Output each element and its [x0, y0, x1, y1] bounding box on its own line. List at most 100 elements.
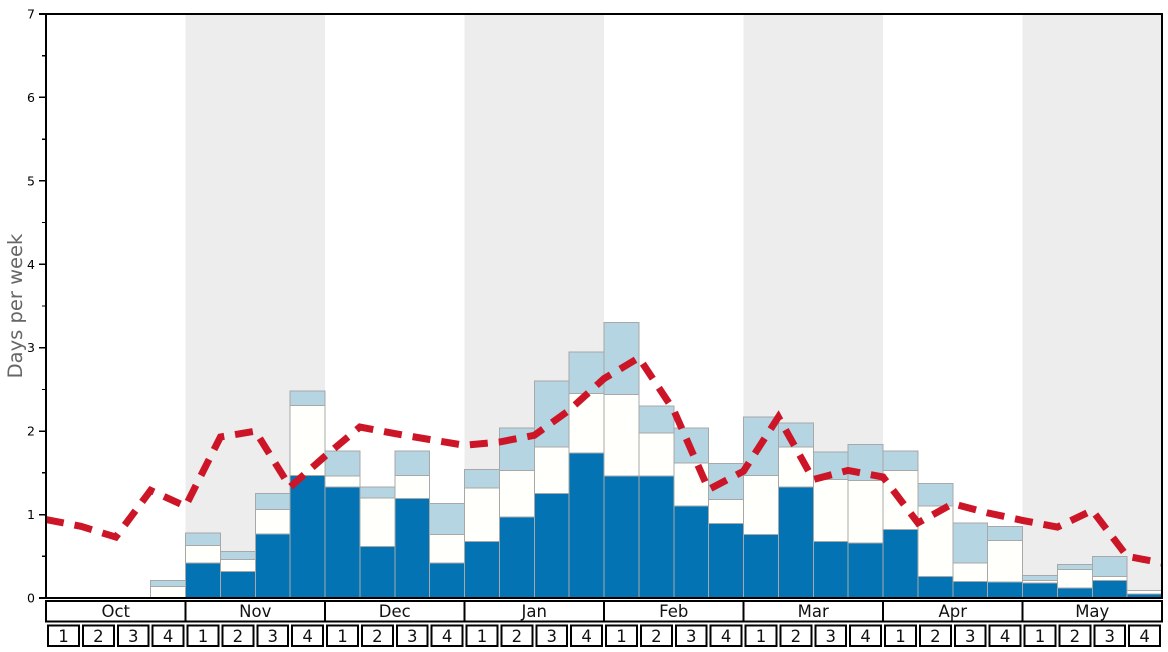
bar-segment-white-days [533, 446, 570, 495]
bar-segment-dark-blue-days [673, 505, 710, 599]
bar-segment-dark-blue-days [568, 452, 605, 599]
bar-segment-dark-blue-days [464, 540, 500, 599]
week-cell [395, 624, 429, 647]
week-number-label: 1 [337, 627, 348, 646]
bar-segment-dark-blue-days [952, 580, 989, 599]
week-cell [849, 624, 882, 647]
average-line [45, 352, 1163, 567]
bar-segment-white-days [812, 479, 849, 542]
y-tick-label: 5 [27, 173, 35, 188]
bar-segment-dark-blue-days [917, 575, 954, 599]
bar-segment-light-blue-days [1022, 574, 1058, 581]
bar-segment-dark-blue-days [987, 581, 1023, 599]
y-tick-label: 3 [27, 340, 35, 355]
bar-segment-light-blue-days [150, 579, 186, 587]
bar-segment-light-blue-days [289, 390, 326, 406]
week-number-label: 2 [93, 627, 104, 646]
bar-segment-white-days [394, 474, 431, 500]
bar-segment-dark-blue-days [743, 534, 779, 599]
bar-segment-dark-blue-days [533, 493, 570, 599]
y-tick-label: 0 [27, 591, 35, 606]
week-number-label: 2 [651, 627, 662, 646]
week-number-label: 4 [860, 627, 871, 646]
bar-segment-light-blue-days [219, 550, 256, 561]
week-number-label: 4 [581, 627, 592, 646]
week-cell [116, 624, 150, 647]
bar-segment-light-blue-days [464, 469, 500, 489]
bar-segment-dark-blue-days [777, 486, 814, 599]
month-label-row: Oct Nov Dec Jan Feb Mar Apr May [45, 600, 1163, 623]
bar-segment-white-days [150, 585, 186, 599]
bar-segment-dark-blue-days [254, 533, 291, 599]
month-label: Oct [101, 602, 130, 621]
week-number-label: 3 [825, 627, 836, 646]
bar-segment-white-days [743, 474, 779, 536]
bar-segment-white-days [1056, 569, 1093, 589]
week-cell [81, 624, 115, 647]
week-cell [918, 624, 952, 647]
week-cell [151, 624, 185, 647]
bar-segment-white-days [1091, 575, 1128, 581]
week-cell [605, 624, 638, 647]
week-cell [360, 624, 394, 647]
bar-segment-dark-blue-days [812, 540, 849, 599]
week-cell [47, 624, 80, 647]
bar-segment-white-days [952, 562, 989, 582]
bar-segment-light-blue-days [1056, 564, 1093, 571]
bar-segment-dark-blue-days [289, 474, 326, 599]
week-number-label: 3 [965, 627, 976, 646]
week-cell [291, 624, 324, 647]
week-number-label: 3 [1104, 627, 1115, 646]
week-number-label: 2 [791, 627, 802, 646]
bar-segment-white-days [464, 487, 500, 542]
y-tick-label: 2 [27, 424, 35, 439]
month-label: Feb [659, 602, 688, 621]
bar-segment-dark-blue-days [394, 498, 431, 599]
week-cell [221, 624, 255, 647]
bar-segment-light-blue-days [185, 532, 221, 546]
week-cell [744, 624, 778, 647]
week-cell [988, 624, 1022, 647]
week-number-label: 3 [546, 627, 557, 646]
week-number-label: 1 [895, 627, 906, 646]
bar-segment-white-days [987, 539, 1023, 583]
bar-segment-dark-blue-days [638, 475, 675, 599]
bar-segment-white-days [254, 509, 291, 535]
week-cell [779, 624, 813, 647]
week-number-label: 3 [128, 627, 139, 646]
week-number-label: 4 [1000, 627, 1011, 646]
month-label: Nov [239, 602, 271, 621]
week-number-label: 3 [686, 627, 697, 646]
month-label: Dec [379, 602, 411, 621]
bar-segment-dark-blue-days [1056, 587, 1093, 599]
bar-segment-dark-blue-days [429, 562, 465, 599]
month-cell [1021, 600, 1163, 623]
month-label: May [1075, 602, 1109, 621]
bar-segment-white-days [219, 559, 256, 572]
week-cell [256, 624, 290, 647]
week-number-label: 2 [372, 627, 383, 646]
week-cell [674, 624, 708, 647]
bar-segment-light-blue-days [917, 483, 954, 507]
bar-segment-light-blue-days [429, 503, 465, 536]
bar-segment-light-blue-days [359, 486, 396, 499]
y-axis-ticks: 0 1 2 3 4 5 6 7 [27, 7, 46, 606]
bar-segment-light-blue-days [673, 427, 710, 464]
y-tick-label: 1 [27, 507, 35, 522]
bar-segment-dark-blue-days [359, 545, 396, 599]
bar-segment-light-blue-days [254, 493, 291, 511]
bar-segment-white-days [847, 479, 884, 544]
month-label: Mar [798, 602, 829, 621]
month-label: Jan [521, 602, 547, 621]
y-axis-title: Days per week [4, 233, 27, 378]
week-cell [326, 624, 359, 647]
week-number-row: 1 2 3 4 1 2 3 4 1 2 3 4 1 2 3 4 1 2 3 4 1 2 3 4 1 2 3 4 1 2 3 4 [47, 624, 1161, 647]
bar-segment-white-days [324, 475, 361, 488]
bar-segment-white-days [1126, 589, 1163, 595]
week-number-label: 1 [477, 627, 488, 646]
y-tick-label: 4 [27, 257, 35, 272]
week-cell [1093, 624, 1127, 647]
bar-segment-white-days [185, 544, 221, 564]
bar-segment-dark-blue-days [498, 516, 535, 599]
bar-segment-white-days [638, 432, 675, 477]
